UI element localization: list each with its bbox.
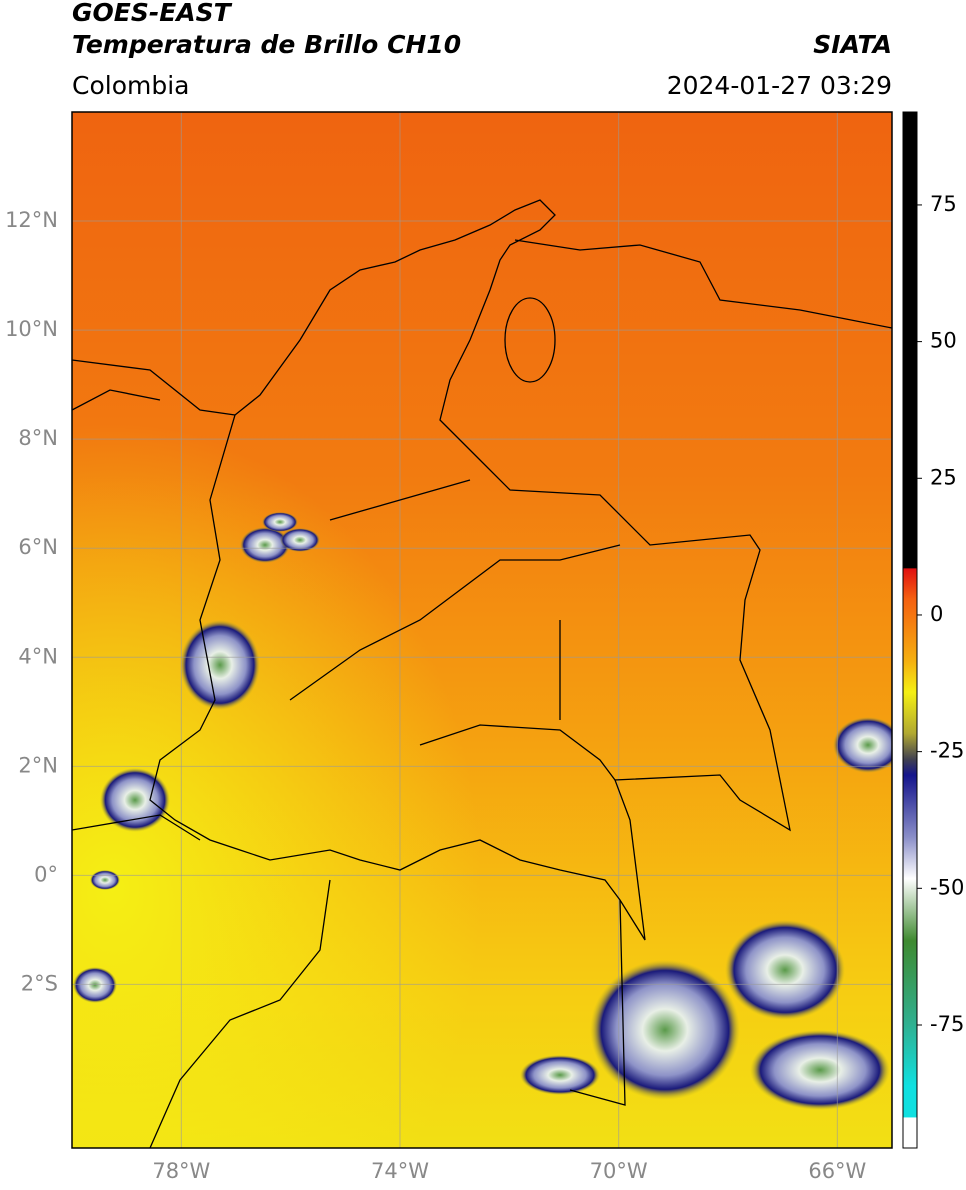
lat-tick-label: 8°N [18, 426, 58, 450]
colorbar-tick-label: 75 [930, 192, 957, 216]
lon-tick-label: 70°W [590, 1159, 648, 1183]
borders [72, 199, 892, 1148]
lat-tick-label: 2°N [18, 753, 58, 777]
lat-tick-label: 2°S [21, 971, 58, 995]
lat-tick-label: 0° [34, 862, 58, 886]
satellite-title: GOES-EAST [72, 0, 233, 27]
source-label: SIATA [813, 30, 892, 59]
lon-tick-label: 74°W [371, 1159, 429, 1183]
cloud-tops [73, 512, 892, 1110]
colorbar-tick-label: -50 [930, 875, 964, 899]
colorbar [902, 111, 918, 1149]
lon-tick-label: 78°W [152, 1159, 210, 1183]
colorbar-tick-label: -25 [930, 739, 964, 763]
lat-tick-label: 6°N [18, 535, 58, 559]
graticule [72, 112, 892, 1148]
colorbar-ticks: 75 50 25 0 -25 -50 -75 [917, 192, 964, 1036]
colorbar-tick-label: -75 [930, 1012, 964, 1036]
colorbar-tick-label: 25 [930, 465, 957, 489]
axis-ticks: 12°N 10°N 8°N 6°N 4°N 2°N 0° 2°S 78°W 74°W 70°W 66°… [5, 208, 866, 1183]
region-label: Colombia [72, 71, 189, 100]
map-frame [71, 111, 893, 1149]
datetime-label: 2024-01-27 03:29 [667, 71, 892, 100]
lat-tick-label: 4°N [18, 644, 58, 668]
map-image [72, 112, 892, 1148]
product-title: Temperatura de Brillo CH10 [72, 30, 461, 59]
lon-tick-label: 66°W [808, 1159, 866, 1183]
colorbar-tick-label: 50 [930, 329, 957, 353]
lat-tick-label: 10°N [5, 317, 58, 341]
colorbar-tick-label: 0 [930, 602, 943, 626]
lat-tick-label: 12°N [5, 208, 58, 232]
